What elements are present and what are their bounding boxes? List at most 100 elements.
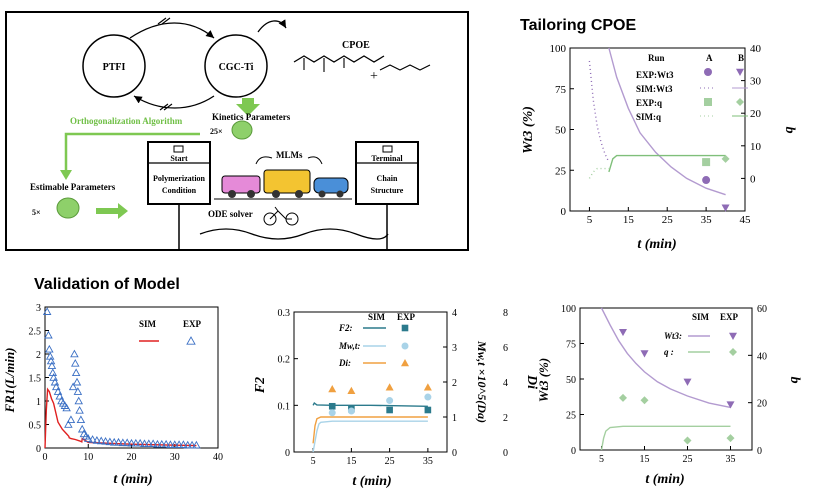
kinetics-count: 25×	[210, 127, 223, 136]
y-tick-label: 25	[566, 411, 576, 422]
exp-point	[70, 349, 79, 358]
y-axis-label-right: b	[787, 377, 802, 384]
polymer-chain	[293, 55, 385, 63]
start-body-2: Condition	[162, 186, 197, 195]
exp-point	[72, 377, 82, 386]
y-tick-label: 0	[36, 444, 41, 455]
legend-row-label: F2:	[338, 323, 353, 333]
x-tick-label: 0	[43, 452, 48, 463]
legend-marker	[401, 359, 409, 367]
f2-exp-point	[386, 406, 393, 414]
x-tick-label: 5	[599, 454, 604, 465]
y-tick-label: 20	[750, 108, 762, 120]
di-exp-point	[347, 386, 356, 394]
exp-point	[44, 330, 53, 339]
monomer-icon-bottom	[159, 103, 173, 111]
exp-point	[75, 405, 84, 414]
y-tick-label: 0.2	[278, 355, 291, 366]
y-tick-label: 3	[452, 343, 457, 354]
q-exp-point	[640, 396, 649, 405]
validation-title: Validation of Model	[34, 276, 180, 293]
exp-point	[74, 396, 83, 405]
exp-point	[114, 437, 123, 446]
y-tick-label: 0	[757, 446, 762, 457]
x-axis-label: t (min)	[637, 237, 676, 252]
start-body-1: Polymerization	[153, 174, 206, 183]
f2-exp-point	[424, 406, 432, 414]
legend-marker	[704, 98, 712, 106]
di-exp-point	[328, 385, 337, 393]
x-tick-label: 25	[385, 456, 395, 467]
x-tick-label: 30	[170, 452, 180, 463]
sim-q-a-line	[588, 167, 609, 179]
y-axis-label: FR1(L/min)	[2, 347, 17, 413]
propagation-arrow	[257, 19, 287, 33]
y-axis-label-left: F2	[253, 377, 268, 394]
y-tick-label: 3	[36, 303, 41, 314]
estimable-arrow	[96, 203, 128, 219]
wt3-exp-point	[683, 378, 692, 386]
legend-marker	[401, 324, 409, 332]
wheel-icon	[336, 190, 344, 198]
ortho-label: Orthogonalization Algorithm	[70, 116, 183, 126]
start-title: Start	[170, 154, 188, 163]
y-tick-label: 0.3	[278, 308, 291, 319]
cgcti-label: CGC-Ti	[219, 62, 254, 73]
f2-exp-point	[328, 402, 336, 410]
legend-exp: EXP	[183, 319, 202, 329]
exp-point	[73, 387, 83, 395]
legend-sim: SIM	[139, 319, 157, 329]
estimable-label: Estimable Parameters	[30, 182, 116, 192]
exp-point	[77, 424, 87, 433]
legend-row-label: EXP:Wt3	[636, 70, 674, 80]
exp-point	[127, 438, 136, 447]
legend-row-label: Mw,t:	[338, 341, 360, 351]
wt3-exp-point	[619, 328, 627, 337]
wt3-sim-line	[600, 307, 731, 409]
exp-point	[166, 440, 175, 448]
y-tick-label: 2.5	[29, 327, 42, 338]
exp-point	[109, 437, 119, 446]
tailoring-title: Tailoring CPOE	[520, 17, 636, 34]
legend-marker	[704, 68, 712, 76]
ptfi-label: PTFI	[103, 62, 126, 73]
exp-point	[101, 436, 110, 445]
wheel-icon	[228, 190, 236, 198]
kinetics-label: Kinetics Parameters	[212, 112, 291, 122]
x-axis-label: t (min)	[645, 472, 684, 487]
y-axis-label-left: Wt3 (%)	[521, 106, 536, 154]
ode-label: ODE solver	[208, 209, 253, 219]
y-tick-label: 0	[571, 446, 576, 457]
exp-point	[47, 361, 57, 369]
estimable-mascot-icon	[56, 197, 80, 219]
sim-wt3-b-line	[608, 47, 726, 196]
mlms-label: MLMs	[276, 150, 303, 160]
y-tick-label: 100	[550, 43, 567, 55]
y-axis-label-left: Wt3 (%)	[536, 358, 551, 402]
y-tick-label: 2	[36, 350, 41, 361]
x-tick-label: 5	[587, 214, 593, 226]
legend-marker	[729, 348, 737, 356]
legend-col-a: A	[706, 53, 713, 63]
exp-point	[76, 415, 86, 424]
legend-marker	[729, 332, 737, 340]
yellow-bus-icon	[263, 169, 311, 194]
x-tick-label: 35	[726, 454, 736, 465]
exp-point	[170, 440, 180, 448]
ptfi-node	[82, 34, 146, 98]
y-tick-label: 0.1	[278, 401, 291, 412]
y-tick-label-right: 4	[503, 378, 508, 389]
exp-point	[64, 420, 73, 428]
y-tick-label: 2	[452, 378, 457, 389]
exp-point	[179, 440, 188, 448]
ortho-arrowhead	[60, 170, 72, 180]
y-axis-label-right: b	[782, 127, 797, 134]
y-tick-label: 20	[757, 399, 767, 410]
terminal-body-1: Chain	[377, 174, 398, 183]
y-tick-label: 30	[750, 76, 762, 88]
ortho-arrow	[64, 132, 200, 172]
y-tick-label: 0	[285, 448, 290, 459]
x-tick-label: 45	[740, 214, 752, 226]
oligomer-chain	[379, 64, 431, 71]
